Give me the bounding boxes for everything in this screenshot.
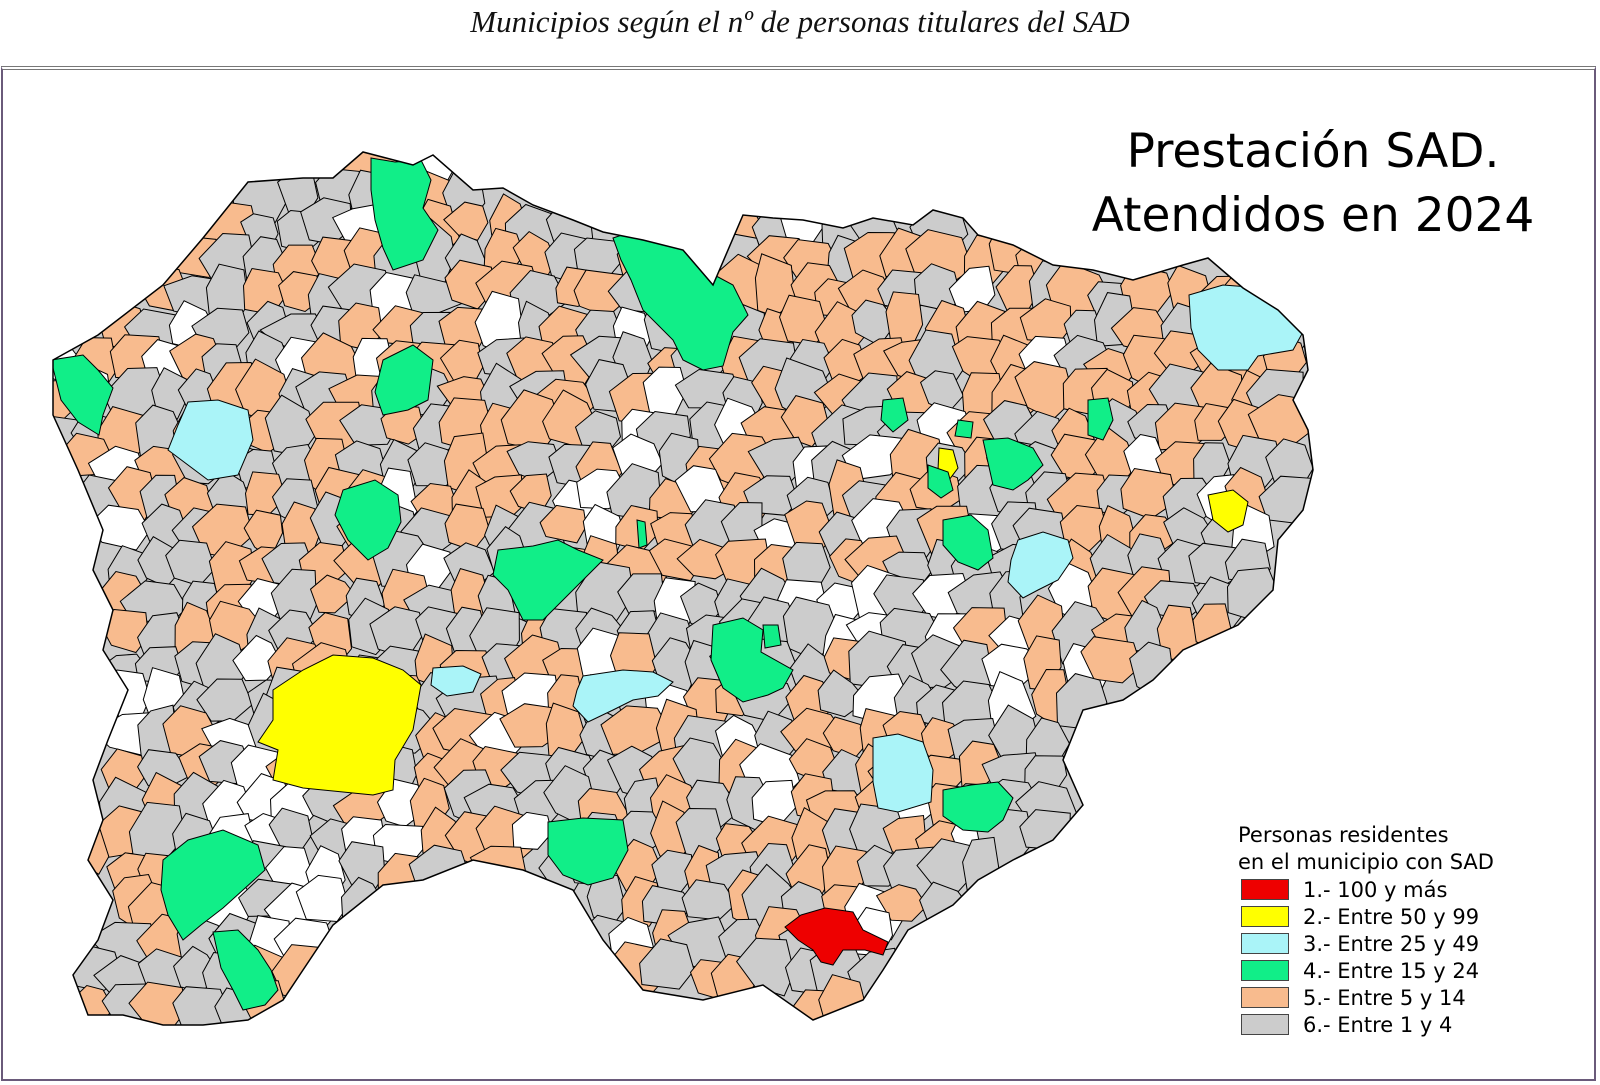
legend-label: 4.- Entre 15 y 24: [1303, 958, 1480, 983]
municipality-highlight: [942, 514, 994, 571]
municipality: [151, 367, 189, 420]
municipality: [539, 504, 587, 544]
municipality: [885, 291, 924, 346]
municipality: [309, 574, 356, 614]
municipality: [380, 404, 426, 445]
municipality-highlight: [762, 624, 782, 649]
map-frame: Prestación SAD. Atendidos en 2024 Person…: [1, 66, 1596, 1081]
municipality-highlight: [334, 479, 402, 561]
municipality-highlight: [53, 354, 114, 436]
municipality-highlight: [160, 829, 266, 941]
municipality-highlight: [636, 519, 648, 549]
municipality-highlight: [374, 344, 434, 416]
municipality-highlight: [784, 907, 889, 966]
legend-swatch: [1241, 987, 1289, 1008]
legend-swatch: [1241, 879, 1289, 900]
map-title: Prestación SAD. Atendidos en 2024: [1043, 120, 1583, 248]
province-boundary: [52, 151, 1314, 1026]
municipality-highlight: [257, 654, 422, 796]
legend-swatch: [1241, 960, 1289, 981]
municipality-highlight: [167, 399, 254, 481]
municipality: [128, 981, 188, 1025]
municipality-highlight: [1207, 489, 1249, 533]
legend-item-6: 6.- Entre 1 y 4: [1233, 1011, 1494, 1038]
municipality-highlight: [954, 419, 974, 439]
legend-label: 3.- Entre 25 y 49: [1303, 931, 1480, 956]
municipality-highlight: [880, 397, 909, 433]
municipality-highlight: [872, 733, 934, 813]
legend-item-4: 4.- Entre 15 y 24: [1233, 957, 1494, 984]
legend-label: 1.- 100 y más: [1303, 877, 1448, 902]
legend-heading-line-1: Personas residentes: [1238, 823, 1449, 847]
municipality: [172, 986, 233, 1025]
legend-heading-line-2: en el municipio con SAD: [1238, 850, 1494, 874]
municipality-highlight: [430, 665, 482, 697]
municipality-highlight: [1007, 531, 1074, 599]
map-legend: Personas residentes en el municipio con …: [1233, 822, 1494, 1038]
legend-item-3: 3.- Entre 25 y 49: [1233, 930, 1494, 957]
legend-item-1: 1.- 100 y más: [1233, 876, 1494, 903]
municipality: [1080, 636, 1142, 684]
municipality-highlight: [572, 669, 674, 723]
legend-label: 6.- Entre 1 y 4: [1303, 1012, 1453, 1037]
municipality: [511, 811, 553, 850]
municipality-highlight: [927, 464, 954, 499]
municipality: [1226, 567, 1280, 623]
map-title-line-1: Prestación SAD.: [1126, 124, 1500, 179]
legend-item-5: 5.- Entre 5 y 14: [1233, 984, 1494, 1011]
municipality-highlight: [1087, 397, 1114, 441]
municipality-highlight: [710, 617, 794, 703]
municipality: [639, 938, 695, 990]
municipality-highlight: [492, 539, 604, 621]
legend-item-2: 2.- Entre 50 y 99: [1233, 903, 1494, 930]
province-choropleth-map: [52, 151, 1314, 1026]
legend-swatch: [1241, 933, 1289, 954]
municipality-highlight: [547, 817, 629, 886]
page-caption: Municipios según el nº de personas titul…: [470, 4, 1130, 39]
municipality-highlight: [212, 929, 279, 1011]
municipality-layer: [53, 152, 1313, 1025]
legend-label: 5.- Entre 5 y 14: [1303, 985, 1466, 1010]
legend-swatch: [1241, 1014, 1289, 1035]
municipality-highlight: [982, 437, 1044, 491]
legend-label: 2.- Entre 50 y 99: [1303, 904, 1480, 929]
municipality: [875, 884, 928, 922]
municipality-highlight: [942, 781, 1014, 833]
legend-swatch: [1241, 906, 1289, 927]
map-title-line-2: Atendidos en 2024: [1091, 188, 1535, 243]
municipality: [735, 937, 795, 997]
municipality: [443, 201, 489, 241]
